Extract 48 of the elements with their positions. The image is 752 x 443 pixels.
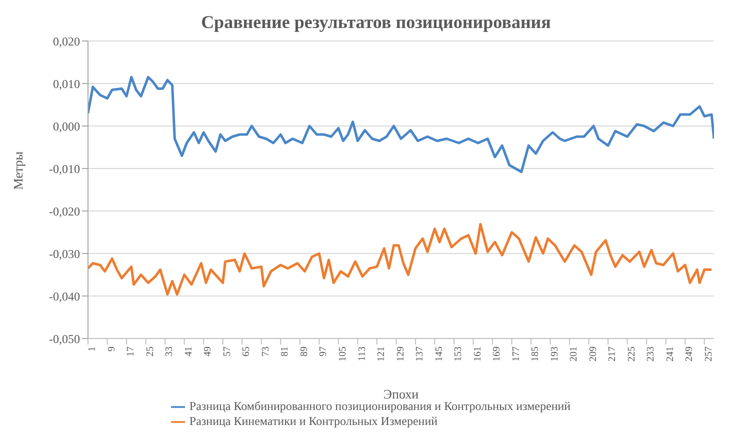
- x-tick-label: 249: [684, 346, 696, 362]
- x-tick-label: 209: [588, 346, 599, 362]
- line-series: [88, 222, 713, 296]
- x-tick-label: 257: [703, 346, 714, 362]
- x-tick-label: 113: [356, 346, 368, 362]
- x-tick-label: 73: [260, 346, 272, 356]
- y-axis-title: Метры: [10, 151, 26, 190]
- y-tick-label: -0,050: [49, 332, 80, 346]
- x-tick-label: 129: [395, 346, 406, 362]
- x-tick-label: 65: [241, 346, 252, 356]
- x-tick-label: 177: [510, 346, 522, 362]
- x-axis-title: Эпохи: [383, 386, 419, 402]
- x-tick-label: 49: [202, 346, 214, 356]
- y-tick-label: 0,000: [53, 119, 80, 134]
- x-tick-label: 121: [376, 346, 388, 362]
- x-tick-label: 153: [453, 346, 464, 362]
- x-tick-label: 1: [87, 346, 98, 352]
- x-tick-label: 217: [607, 346, 618, 362]
- x-tick-label: 185: [530, 346, 542, 362]
- x-tick-label: 97: [318, 346, 330, 356]
- legend-label: Разница Комбинированного позиционирования и Контрольных измерений: [189, 398, 571, 412]
- y-tick-label: -0,040: [49, 289, 80, 304]
- x-tick-label: 201: [568, 346, 580, 362]
- y-tick-label: 0,010: [53, 76, 80, 91]
- x-tick-label: 105: [338, 346, 348, 362]
- x-tick-label: 17: [126, 346, 137, 356]
- y-tick-label: -0,030: [49, 246, 80, 261]
- line-series: [88, 76, 714, 174]
- x-tick-label: 89: [298, 346, 310, 356]
- x-tick-label: 145: [434, 346, 445, 362]
- y-tick-label: 0,020: [53, 34, 80, 48]
- x-tick-label: 9: [106, 346, 118, 352]
- x-tick-label: 225: [626, 346, 638, 362]
- y-tick-label: -0,020: [49, 204, 80, 218]
- x-tick-label: 161: [472, 346, 484, 362]
- y-tick-label: -0,010: [49, 162, 80, 176]
- x-tick-label: 169: [492, 346, 503, 362]
- x-tick-label: 233: [646, 346, 657, 362]
- chart-title: Сравнение результатов позиционирования: [200, 11, 552, 33]
- x-tick-label: 33: [164, 346, 176, 356]
- x-tick-label: 41: [183, 346, 194, 356]
- x-tick-label: 193: [549, 346, 560, 362]
- x-tick-label: 137: [414, 346, 426, 362]
- x-tick-label: 57: [222, 346, 233, 356]
- x-tick-label: 81: [280, 346, 291, 356]
- x-tick-label: 25: [144, 346, 156, 356]
- legend-label: Разница Кинематики и Контрольных Измерений: [189, 414, 438, 428]
- x-tick-label: 241: [664, 346, 676, 362]
